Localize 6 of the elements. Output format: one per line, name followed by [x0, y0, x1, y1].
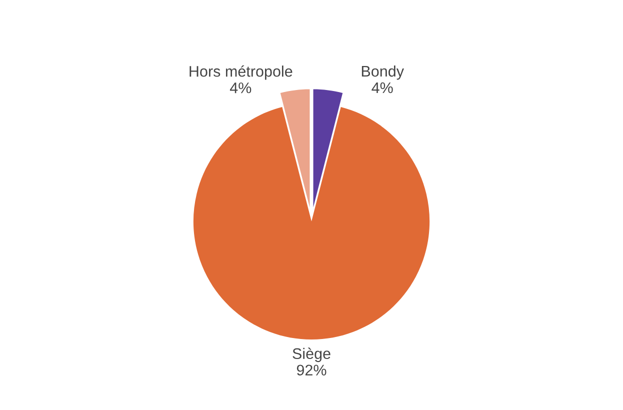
slice-label: Hors métropole	[190, 65, 292, 80]
data-label: 92%	[296, 364, 326, 376]
slice-label: Siège	[292, 348, 330, 362]
data-label: 4%	[230, 82, 252, 94]
slice-label: Bondy	[362, 65, 404, 80]
data-label: 4%	[372, 82, 393, 94]
